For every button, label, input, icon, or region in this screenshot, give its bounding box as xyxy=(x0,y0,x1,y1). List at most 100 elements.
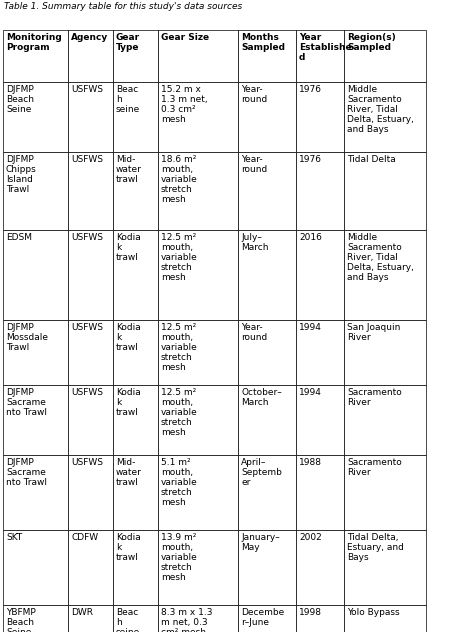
Text: 18.6 m²
mouth,
variable
stretch
mesh: 18.6 m² mouth, variable stretch mesh xyxy=(161,155,198,204)
Bar xyxy=(158,152,238,230)
Bar xyxy=(158,30,238,82)
Text: 8.3 m x 1.3
m net, 0.3
cm² mesh: 8.3 m x 1.3 m net, 0.3 cm² mesh xyxy=(161,608,212,632)
Text: April–
Septemb
er: April– Septemb er xyxy=(241,458,282,487)
Text: Kodia
k
trawl: Kodia k trawl xyxy=(116,388,141,417)
Text: San Joaquin
River: San Joaquin River xyxy=(347,323,400,342)
Bar xyxy=(3,605,68,632)
Bar xyxy=(296,230,344,320)
Bar xyxy=(296,30,344,82)
Text: 1976: 1976 xyxy=(299,85,322,94)
Text: Agency: Agency xyxy=(71,33,108,42)
Bar xyxy=(158,455,238,530)
Text: DJFMP
Sacrame
nto Trawl: DJFMP Sacrame nto Trawl xyxy=(6,388,47,417)
Bar xyxy=(296,82,344,152)
Bar xyxy=(296,385,344,455)
Text: Sacramento
River: Sacramento River xyxy=(347,458,402,477)
Bar xyxy=(238,230,296,320)
Text: USFWS: USFWS xyxy=(71,85,103,94)
Bar xyxy=(3,152,68,230)
Bar xyxy=(68,605,113,632)
Text: Mid-
water
trawl: Mid- water trawl xyxy=(116,458,142,487)
Bar xyxy=(158,230,238,320)
Bar xyxy=(344,82,426,152)
Bar xyxy=(68,455,113,530)
Text: Table 1. Summary table for this study's data sources: Table 1. Summary table for this study's … xyxy=(4,2,242,11)
Text: 1976: 1976 xyxy=(299,155,322,164)
Bar xyxy=(113,30,158,82)
Text: Mid-
water
trawl: Mid- water trawl xyxy=(116,155,142,184)
Bar xyxy=(238,320,296,385)
Text: USFWS: USFWS xyxy=(71,155,103,164)
Text: Region(s)
Sampled: Region(s) Sampled xyxy=(347,33,396,52)
Text: Yolo Bypass: Yolo Bypass xyxy=(347,608,400,617)
Bar xyxy=(113,455,158,530)
Text: Year-
round: Year- round xyxy=(241,155,267,174)
Text: USFWS: USFWS xyxy=(71,233,103,242)
Text: 12.5 m²
mouth,
variable
stretch
mesh: 12.5 m² mouth, variable stretch mesh xyxy=(161,233,198,283)
Bar xyxy=(68,30,113,82)
Text: 1994: 1994 xyxy=(299,323,322,332)
Bar xyxy=(344,320,426,385)
Text: Beac
h
seine: Beac h seine xyxy=(116,85,140,114)
Text: Gear
Type: Gear Type xyxy=(116,33,140,52)
Bar xyxy=(113,82,158,152)
Text: YBFMP
Beach
Seine: YBFMP Beach Seine xyxy=(6,608,36,632)
Text: 2016: 2016 xyxy=(299,233,322,242)
Text: DJFMP
Mossdale
Trawl: DJFMP Mossdale Trawl xyxy=(6,323,48,352)
Text: 15.2 m x
1.3 m net,
0.3 cm²
mesh: 15.2 m x 1.3 m net, 0.3 cm² mesh xyxy=(161,85,208,124)
Bar xyxy=(68,530,113,605)
Text: USFWS: USFWS xyxy=(71,458,103,467)
Text: Year-
round: Year- round xyxy=(241,323,267,342)
Bar xyxy=(113,605,158,632)
Text: Middle
Sacramento
River, Tidal
Delta, Estuary,
and Bays: Middle Sacramento River, Tidal Delta, Es… xyxy=(347,85,414,134)
Text: USFWS: USFWS xyxy=(71,323,103,332)
Text: Middle
Sacramento
River, Tidal
Delta, Estuary,
and Bays: Middle Sacramento River, Tidal Delta, Es… xyxy=(347,233,414,283)
Bar xyxy=(344,30,426,82)
Bar xyxy=(344,530,426,605)
Text: EDSM: EDSM xyxy=(6,233,32,242)
Bar xyxy=(68,230,113,320)
Bar xyxy=(296,455,344,530)
Bar xyxy=(238,530,296,605)
Text: USFWS: USFWS xyxy=(71,388,103,397)
Bar xyxy=(344,230,426,320)
Text: 2002: 2002 xyxy=(299,533,322,542)
Text: CDFW: CDFW xyxy=(71,533,98,542)
Bar xyxy=(344,152,426,230)
Text: 1998: 1998 xyxy=(299,608,322,617)
Bar xyxy=(296,530,344,605)
Bar xyxy=(3,530,68,605)
Bar xyxy=(68,152,113,230)
Bar xyxy=(113,320,158,385)
Bar xyxy=(238,30,296,82)
Text: Kodia
k
trawl: Kodia k trawl xyxy=(116,323,141,352)
Bar xyxy=(344,455,426,530)
Text: 5.1 m²
mouth,
variable
stretch
mesh: 5.1 m² mouth, variable stretch mesh xyxy=(161,458,198,507)
Bar xyxy=(296,605,344,632)
Text: Beac
h
seine: Beac h seine xyxy=(116,608,140,632)
Bar xyxy=(113,385,158,455)
Text: July–
March: July– March xyxy=(241,233,269,252)
Text: Sacramento
River: Sacramento River xyxy=(347,388,402,407)
Text: DJFMP
Chipps
Island
Trawl: DJFMP Chipps Island Trawl xyxy=(6,155,37,194)
Text: 1988: 1988 xyxy=(299,458,322,467)
Text: Kodia
k
trawl: Kodia k trawl xyxy=(116,533,141,562)
Text: Kodia
k
trawl: Kodia k trawl xyxy=(116,233,141,262)
Text: Year-
round: Year- round xyxy=(241,85,267,104)
Bar xyxy=(113,152,158,230)
Bar xyxy=(296,152,344,230)
Bar xyxy=(158,530,238,605)
Bar xyxy=(113,230,158,320)
Text: SKT: SKT xyxy=(6,533,22,542)
Bar xyxy=(158,320,238,385)
Text: Decembe
r–June: Decembe r–June xyxy=(241,608,284,627)
Bar xyxy=(68,385,113,455)
Bar xyxy=(296,320,344,385)
Text: January–
May: January– May xyxy=(241,533,280,552)
Text: 12.5 m²
mouth,
variable
stretch
mesh: 12.5 m² mouth, variable stretch mesh xyxy=(161,388,198,437)
Bar xyxy=(68,320,113,385)
Bar xyxy=(3,230,68,320)
Bar xyxy=(3,320,68,385)
Text: DJFMP
Beach
Seine: DJFMP Beach Seine xyxy=(6,85,34,114)
Bar xyxy=(238,455,296,530)
